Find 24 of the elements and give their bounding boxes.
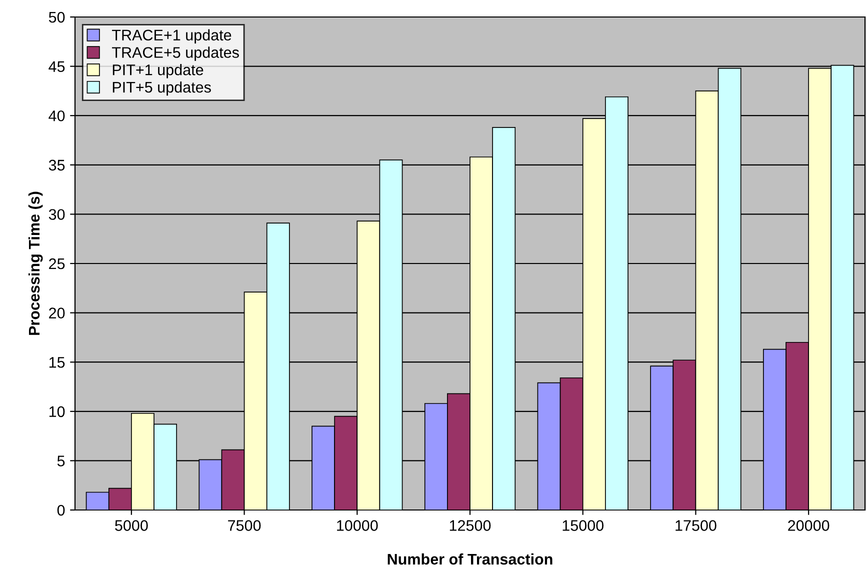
x-tick-label: 10000: [337, 520, 378, 531]
x-tick-label: 15000: [562, 520, 604, 531]
x-tick-label: 17500: [676, 520, 716, 531]
y-tick-label: 45: [48, 61, 65, 72]
legend-label: TRACE+1 update: [112, 29, 232, 44]
y-tick-label: 35: [48, 160, 65, 171]
y-axis-title: Processing Time (s): [28, 192, 43, 335]
x-axis-title: Number of Transaction: [388, 553, 552, 565]
y-tick-label: 30: [48, 209, 65, 220]
x-tick-label: 5000: [115, 520, 148, 531]
x-tick-label: 12500: [450, 520, 491, 531]
y-tick-label: 25: [49, 258, 65, 270]
legend-label: TRACE+5 updates: [112, 46, 239, 61]
y-tick-label: 50: [48, 12, 65, 23]
y-tick-label: 40: [48, 110, 65, 122]
legend-label: PIT+5 updates: [112, 81, 211, 96]
x-tick-label: 7500: [228, 520, 261, 531]
y-tick-label: 20: [49, 308, 65, 318]
y-tick-label: 5: [57, 456, 65, 466]
legend-label: PIT+1 update: [112, 64, 204, 78]
x-tick-label: 20000: [788, 520, 830, 531]
y-tick-label: 15: [49, 357, 65, 368]
y-tick-label: 0: [57, 504, 65, 516]
y-tick-label: 10: [49, 406, 65, 418]
